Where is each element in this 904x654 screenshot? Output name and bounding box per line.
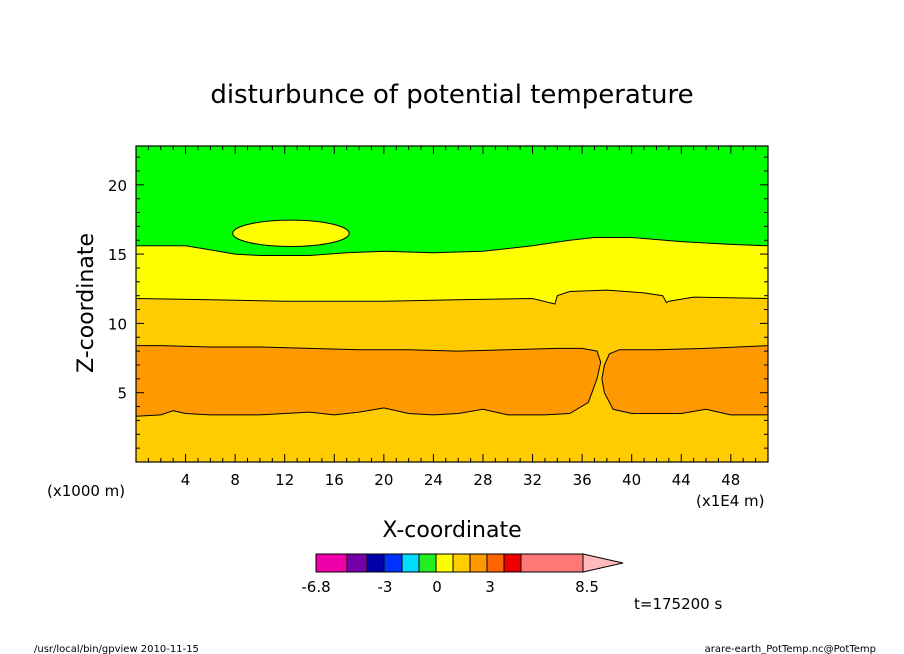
colorbar-cell bbox=[366, 553, 385, 573]
contour-island bbox=[232, 219, 350, 247]
x-unit-right: (x1E4 m) bbox=[696, 492, 765, 510]
band-fill-green bbox=[136, 146, 768, 256]
colorbar-cell bbox=[486, 553, 505, 573]
colorbar-cell bbox=[346, 553, 368, 573]
x-tick-label: 16 bbox=[325, 471, 344, 489]
contour-line-yellow bbox=[135, 289, 769, 305]
colorbar-label: 8.5 bbox=[575, 578, 599, 596]
colorbar-cell bbox=[435, 553, 454, 573]
x-tick-label: 24 bbox=[424, 471, 443, 489]
x-tick-label: 4 bbox=[181, 471, 191, 489]
contour-line-green bbox=[136, 237, 769, 256]
colorbar-cell bbox=[315, 553, 348, 573]
x-axis-label: X-coordinate bbox=[382, 518, 521, 543]
band-fill-orange-left bbox=[136, 345, 601, 417]
colorbar-cell bbox=[503, 553, 522, 573]
footer-right: arare-earth_PotTemp.nc@PotTemp bbox=[705, 644, 876, 654]
y-axis: 5 10 15 20 bbox=[108, 156, 768, 449]
x-tick-label: 40 bbox=[622, 471, 641, 489]
contour-line-orange-right bbox=[601, 345, 769, 416]
x-tick-label: 12 bbox=[275, 471, 294, 489]
colorbar bbox=[315, 553, 624, 573]
y-tick-label: 5 bbox=[117, 385, 127, 403]
x-axis: 4 8 12 16 20 24 28 32 36 40 44 48 bbox=[147, 146, 757, 489]
colorbar-cell bbox=[383, 553, 403, 573]
x-unit-left: (x1000 m) bbox=[47, 482, 125, 500]
colorbar-label: -3 bbox=[378, 578, 393, 596]
colorbar-label: -6.8 bbox=[301, 578, 330, 596]
footer-left: /usr/local/bin/gpview 2010-11-15 bbox=[34, 644, 199, 654]
colorbar-cell bbox=[520, 553, 584, 573]
colorbar-cell bbox=[452, 553, 471, 573]
y-tick-label: 15 bbox=[108, 246, 127, 264]
colorbar-arrow bbox=[582, 553, 624, 573]
x-tick-label: 28 bbox=[473, 471, 492, 489]
chart-title: disturbunce of potential temperature bbox=[210, 80, 693, 110]
colorbar-cell bbox=[469, 553, 488, 573]
x-tick-label: 32 bbox=[523, 471, 542, 489]
colorbar-cell bbox=[418, 553, 437, 573]
band-fill-orange-right bbox=[601, 345, 768, 415]
colorbar-label: 3 bbox=[485, 578, 495, 596]
x-tick-label: 48 bbox=[721, 471, 740, 489]
x-tick-label: 20 bbox=[374, 471, 393, 489]
x-tick-label: 44 bbox=[672, 471, 691, 489]
colorbar-labels: -6.8 -3 0 3 8.5 bbox=[301, 578, 599, 596]
colorbar-label: 0 bbox=[432, 578, 442, 596]
x-tick-label: 36 bbox=[573, 471, 592, 489]
contour-line-orange-left bbox=[135, 345, 602, 417]
x-tick-label: 8 bbox=[230, 471, 240, 489]
y-axis-label: Z-coordinate bbox=[74, 233, 99, 373]
colorbar-cell bbox=[401, 553, 420, 573]
y-tick-label: 10 bbox=[108, 315, 127, 333]
plot-area bbox=[135, 145, 769, 463]
time-label: t=175200 s bbox=[634, 595, 722, 613]
y-tick-label: 20 bbox=[108, 177, 127, 195]
plot-frame bbox=[135, 145, 769, 463]
